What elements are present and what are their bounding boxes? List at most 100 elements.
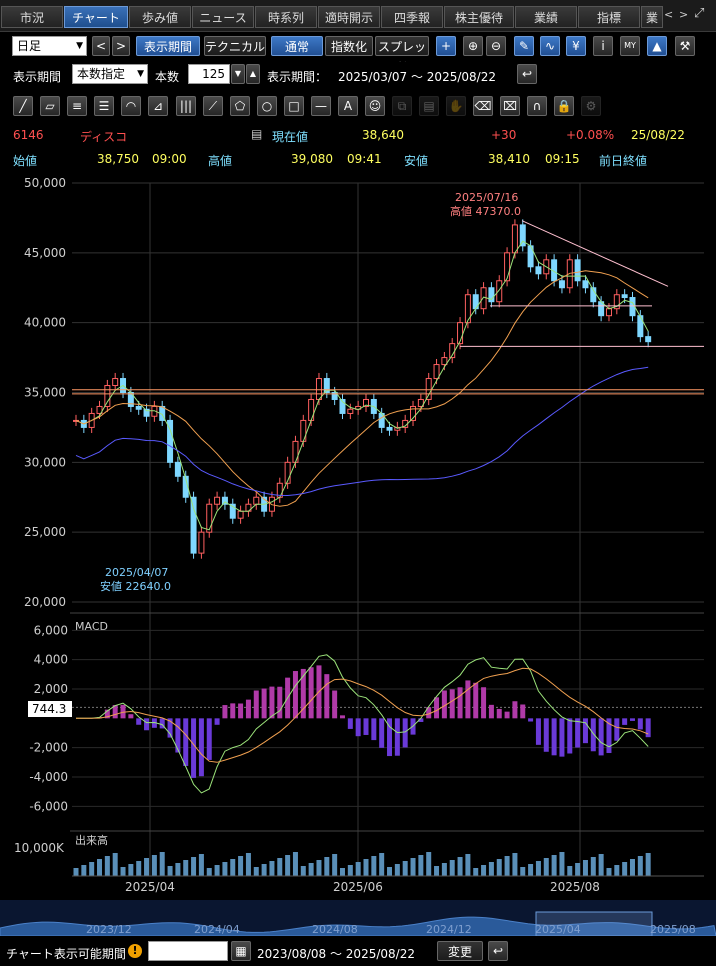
rect-tool-icon[interactable]: □ xyxy=(284,96,304,116)
pentagon-tool-icon[interactable]: ⬠ xyxy=(230,96,250,116)
line-tool-icon[interactable]: ╱ xyxy=(13,96,33,116)
gann-tool-icon[interactable]: ⟋ xyxy=(203,96,223,116)
expand-icon[interactable]: ⤢ xyxy=(694,6,705,21)
stock-chart[interactable]: 50,000 45,000 40,000 35,000 30,000 25,000 20,0… xyxy=(0,176,716,936)
volume-bar xyxy=(645,853,651,876)
index-button[interactable]: 指数化 xyxy=(325,36,373,56)
macd-histogram-bar xyxy=(261,688,267,719)
normal-button[interactable]: 通常 xyxy=(271,36,323,56)
count-down-icon[interactable]: ▼ xyxy=(231,64,245,84)
eraser-all-icon[interactable]: ⌧ xyxy=(500,96,520,116)
volume-bar xyxy=(144,858,150,876)
volume-bar xyxy=(277,858,283,876)
volume-bar xyxy=(606,868,612,876)
x-label-apr: 2025/04 xyxy=(125,880,175,894)
my-chart-icon[interactable]: MY xyxy=(620,36,640,56)
macd-histogram-bar xyxy=(324,674,330,719)
lock-icon[interactable]: 🔒 xyxy=(554,96,574,116)
arc-tool-icon[interactable]: ◠ xyxy=(121,96,141,116)
prev-button[interactable]: < xyxy=(92,36,110,56)
tab-prev-icon[interactable]: < xyxy=(664,8,674,21)
period-select[interactable]: 日足 ▼ xyxy=(12,36,87,56)
period-mode-select[interactable]: 本数指定 ▼ xyxy=(72,64,148,84)
candle-body xyxy=(104,385,111,407)
candle-body xyxy=(206,503,213,533)
high-time: 09:41 xyxy=(347,152,382,166)
reset-icon[interactable]: ↩ xyxy=(488,941,508,961)
info-icon[interactable]: i xyxy=(593,36,613,56)
toolbar-main: 日足▼ < > 表示期間 テクニカル 通常 指数化 スプレッド + ⊕ ⊖ ✎ … xyxy=(0,34,716,74)
hand-icon[interactable]: ✋ xyxy=(446,96,466,116)
hline-tool-icon[interactable]: — xyxy=(311,96,331,116)
calendar-icon[interactable]: ▦ xyxy=(231,941,251,961)
settings-icon[interactable]: ⚙ xyxy=(581,96,601,116)
emoji-icon[interactable]: ☺ xyxy=(365,96,385,116)
magnet-icon[interactable]: ∩ xyxy=(527,96,547,116)
pencil-icon[interactable]: ✎ xyxy=(514,36,534,56)
macd-histogram-bar xyxy=(136,718,142,725)
volume-bar xyxy=(512,853,518,876)
volume-bar xyxy=(520,867,526,876)
macd-histogram-bar xyxy=(112,705,118,719)
zoom-out-icon[interactable]: ⊖ xyxy=(486,36,506,56)
range-label: 表示期間： xyxy=(267,70,328,84)
paste-icon[interactable]: ▤ xyxy=(419,96,439,116)
display-period-button[interactable]: 表示期間 xyxy=(136,36,200,56)
tab-disclosure[interactable]: 適時開示 xyxy=(318,6,380,28)
ruler-tool-icon[interactable]: ▱ xyxy=(40,96,60,116)
tab-tick[interactable]: 歩み値 xyxy=(129,6,191,28)
navigator-label: 2025/08 xyxy=(650,923,696,936)
quote-date: 25/08/22 xyxy=(631,128,685,142)
spread-button[interactable]: スプレッド xyxy=(375,36,429,74)
tab-next-icon[interactable]: > xyxy=(679,8,689,21)
chart-type-icon[interactable]: ∿ xyxy=(540,36,560,56)
tab-timeseries[interactable]: 時系列 xyxy=(255,6,317,28)
text-tool-icon[interactable]: A xyxy=(338,96,358,116)
tab-benefits[interactable]: 株主優待 xyxy=(444,6,514,28)
hlines-tool-icon[interactable]: ≡ xyxy=(67,96,87,116)
toolbar-period: 表示期間 本数指定 ▼ 本数 125 ▼ ▲ 表示期間： 2025/03/07 ～… xyxy=(0,62,716,88)
chart-grid xyxy=(72,182,704,876)
tab-indicators[interactable]: 指標 xyxy=(578,6,640,28)
channel-tool-icon[interactable]: ☰ xyxy=(94,96,114,116)
tab-news[interactable]: ニュース xyxy=(192,6,254,28)
eraser-icon[interactable]: ⌫ xyxy=(473,96,493,116)
volume-bar xyxy=(214,865,220,876)
volume-bar xyxy=(300,866,306,876)
zoom-in-icon[interactable]: ⊕ xyxy=(463,36,483,56)
volume-bar xyxy=(543,858,549,876)
navigator-label: 2024/08 xyxy=(312,923,358,936)
tab-chart[interactable]: チャート xyxy=(64,6,128,28)
copy-icon[interactable]: ⧉ xyxy=(392,96,412,116)
fan-tool-icon[interactable]: ⊿ xyxy=(148,96,168,116)
tab-more[interactable]: 業 xyxy=(641,6,663,28)
candle-body xyxy=(637,315,644,338)
count-input[interactable]: 125 xyxy=(188,64,230,84)
macd-histogram-bar xyxy=(535,718,541,745)
wrench-icon[interactable]: ⚒ xyxy=(675,36,695,56)
technical-button[interactable]: テクニカル xyxy=(204,36,266,56)
available-range: 2023/08/08 ～ 2025/08/22 xyxy=(257,947,415,961)
volume-tick: 10,000K xyxy=(14,841,65,855)
change-button[interactable]: 変更 xyxy=(437,941,483,961)
count-up-icon[interactable]: ▲ xyxy=(246,64,260,84)
vlines-tool-icon[interactable]: ||| xyxy=(176,96,196,116)
date-input[interactable] xyxy=(148,941,228,961)
candle-body xyxy=(535,266,542,275)
tab-market[interactable]: 市況 xyxy=(1,6,63,28)
circle-tool-icon[interactable]: ○ xyxy=(257,96,277,116)
low-time: 09:15 xyxy=(545,152,580,166)
volume-bar xyxy=(426,852,432,876)
yen-icon[interactable]: ¥ xyxy=(566,36,586,56)
document-icon[interactable]: ▤ xyxy=(251,127,263,141)
next-button[interactable]: > xyxy=(112,36,130,56)
y-tick-label: 40,000 xyxy=(24,316,66,330)
tab-earnings[interactable]: 業績 xyxy=(515,6,577,28)
candle-body xyxy=(504,252,511,282)
y-tick-label: 35,000 xyxy=(24,386,66,400)
x-label-aug: 2025/08 xyxy=(550,880,600,894)
crosshair-icon[interactable]: + xyxy=(436,36,456,56)
area-chart-icon[interactable]: ▲ xyxy=(647,36,667,56)
tab-shikiho[interactable]: 四季報 xyxy=(381,6,443,28)
refresh-icon[interactable]: ↩ xyxy=(517,64,537,84)
